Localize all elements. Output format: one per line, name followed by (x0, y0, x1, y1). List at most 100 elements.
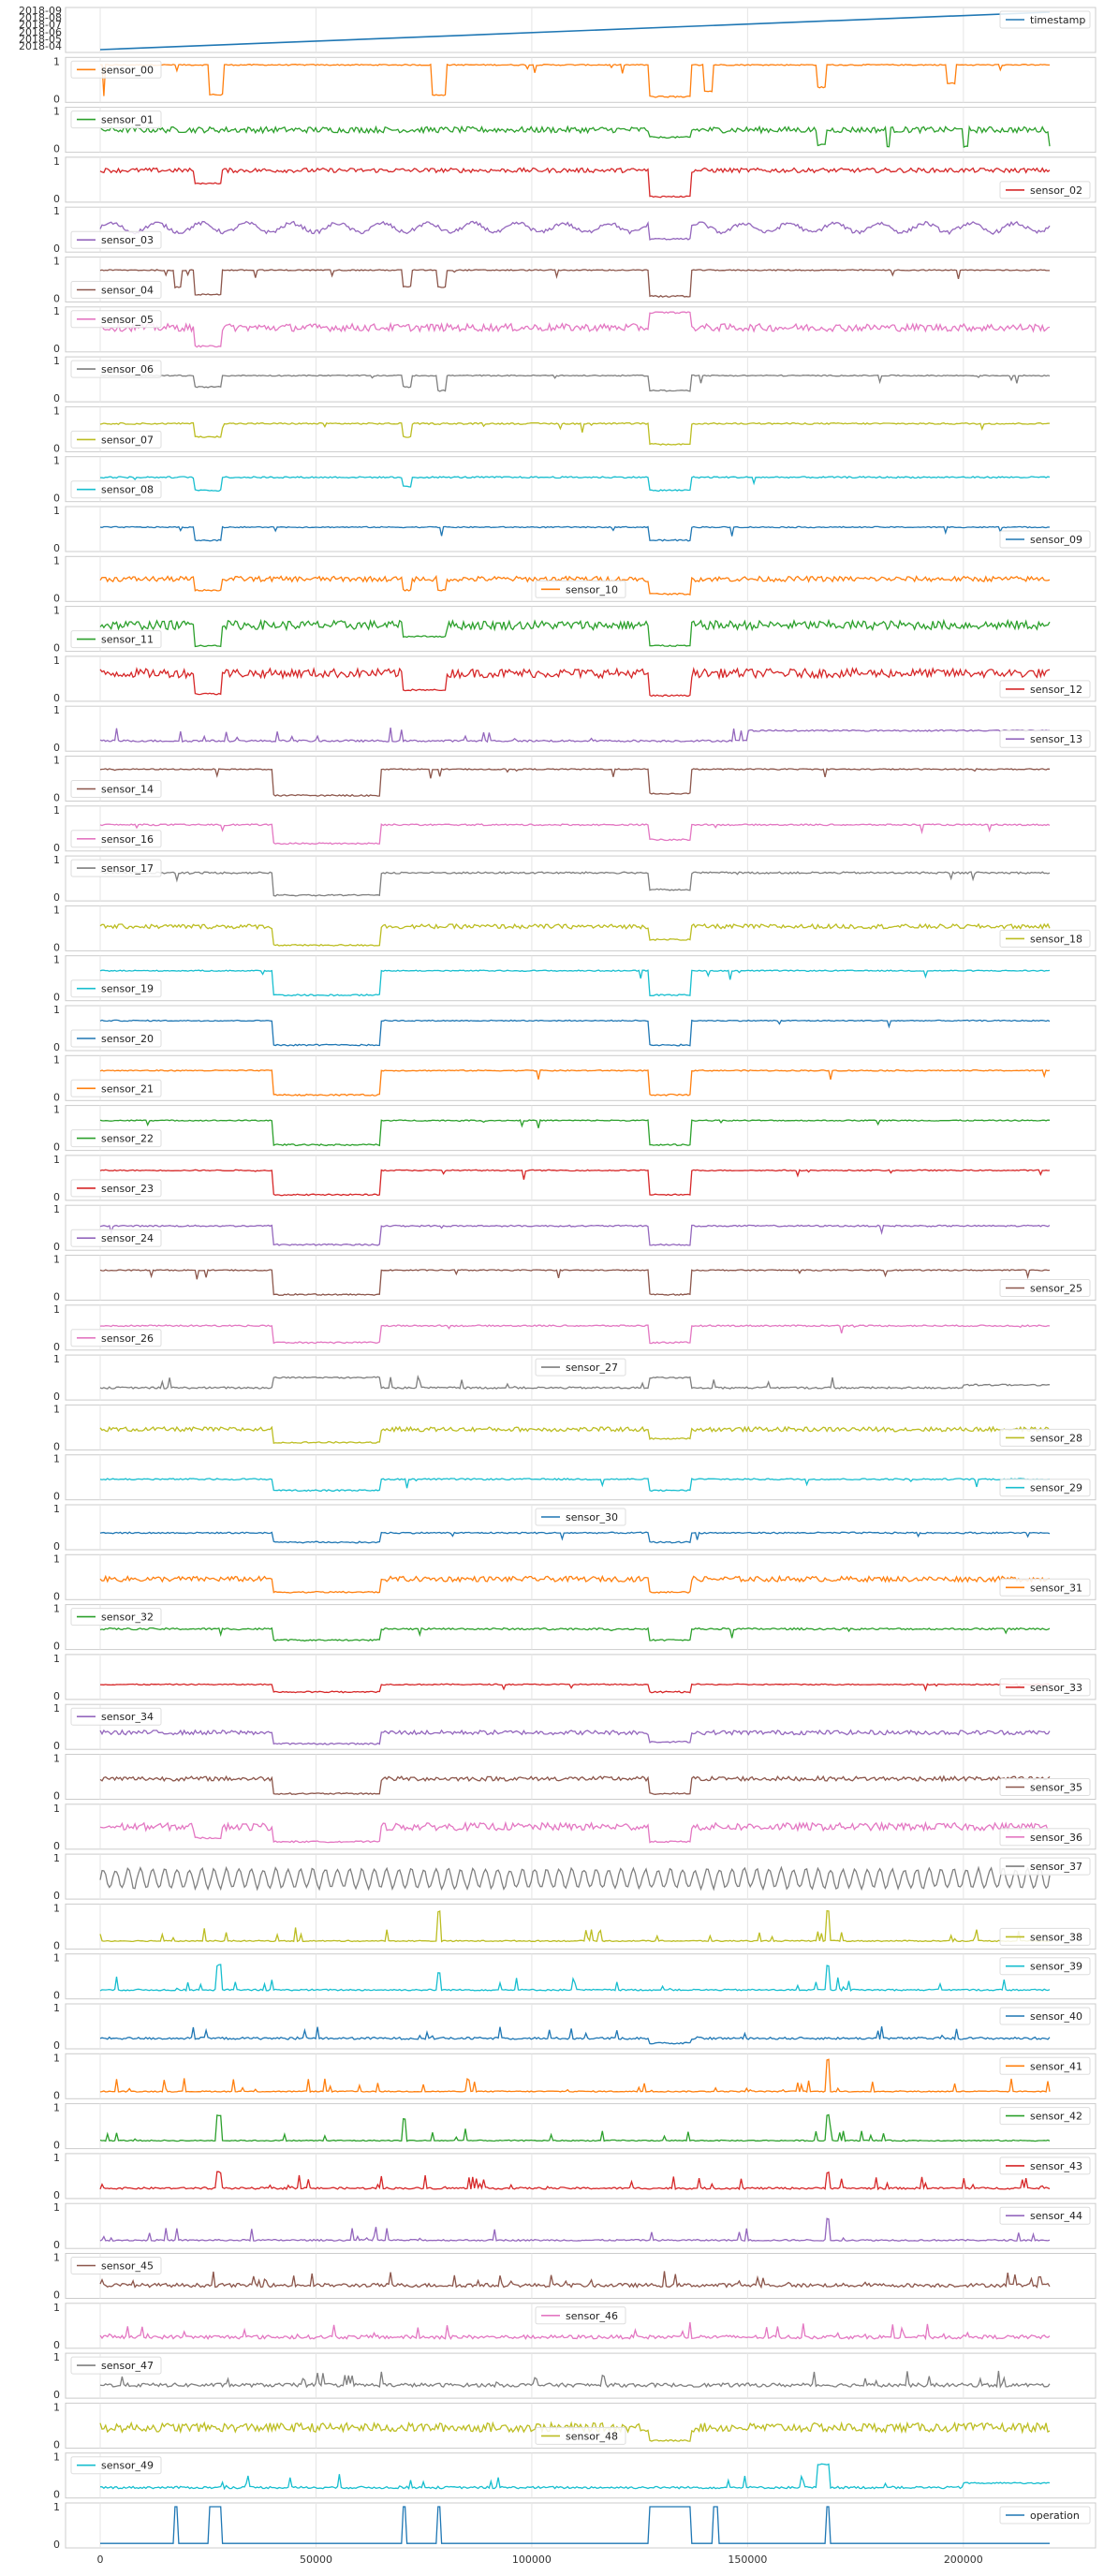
legend-label: sensor_28 (1030, 1432, 1082, 1444)
legend-label: sensor_06 (101, 363, 154, 375)
legend-label: sensor_19 (101, 983, 154, 995)
panel-sensor-24: 1 0 sensor_24 (53, 1203, 1097, 1253)
legend-sensor-48: sensor_48 (535, 2426, 626, 2445)
panel-sensor-10: 1 0 sensor_10 (53, 554, 1097, 604)
legend-box (999, 929, 1091, 948)
legend-box (999, 2007, 1091, 2025)
y-tick-label: 0 (53, 642, 60, 655)
series-line-sensor_40 (99, 2025, 1051, 2045)
series-line-sensor_09 (99, 525, 1051, 542)
y-tick-label: 1 (53, 1902, 60, 1914)
legend-label: sensor_17 (101, 862, 154, 875)
legend-timestamp: timestamp (999, 10, 1091, 29)
legend-box (999, 1678, 1091, 1697)
legend-label: sensor_11 (101, 634, 154, 646)
legend-box (70, 1608, 162, 1627)
legend-sensor-43: sensor_43 (999, 2156, 1091, 2175)
panel-frame (65, 1553, 1097, 1600)
y-tick-label: 1 (53, 1403, 60, 1415)
y-tick-label: 1 (53, 2252, 60, 2264)
legend-box (70, 1229, 162, 1247)
series-line-sensor_38 (99, 1909, 1050, 1943)
legend-label: sensor_25 (1030, 1283, 1082, 1295)
legend-sensor-30: sensor_30 (535, 1508, 626, 1526)
legend-box (70, 780, 162, 798)
series-line-sensor_17 (100, 871, 1051, 897)
y-tick-label: 0 (53, 1690, 60, 1702)
legend-box (999, 2056, 1091, 2075)
legend-box (70, 2257, 162, 2274)
y-tick-label: 1 (53, 1653, 60, 1665)
legend-label: sensor_45 (101, 2260, 154, 2273)
panel-frame (65, 2352, 1097, 2399)
legend-sensor-44: sensor_44 (999, 2206, 1091, 2225)
y-tick-label: 0 (53, 1041, 60, 1053)
y-tick-label: 1 (53, 1702, 60, 1715)
panel-frame (65, 1953, 1097, 2000)
y-tick-label: 1 (53, 755, 60, 767)
panel-frame (65, 405, 1097, 452)
legend-sensor-00: sensor_00 (70, 60, 162, 79)
y-tick-label: 0 (53, 1890, 60, 1902)
y-tick-label: 2018-04 (19, 40, 62, 52)
y-tick-label: 0 (53, 1241, 60, 1253)
legend-label: sensor_04 (101, 285, 154, 297)
legend-sensor-40: sensor_40 (999, 2007, 1091, 2025)
y-tick-label: 0 (53, 2089, 60, 2101)
panel-frame (65, 1903, 1097, 1950)
y-tick-label: 0 (53, 2339, 60, 2351)
series-line-sensor_07 (99, 421, 1051, 446)
y-tick-label: 1 (53, 1353, 60, 1365)
legend-label: sensor_12 (1030, 684, 1082, 696)
legend-sensor-37: sensor_37 (999, 1857, 1091, 1876)
legend-label: operation (1030, 2510, 1080, 2522)
legend-box (70, 230, 162, 249)
legend-label: sensor_08 (101, 484, 154, 496)
y-tick-label: 0 (53, 1141, 60, 1154)
panel-sensor-40: 1 0 sensor_40 (53, 2002, 1097, 2052)
legend-box (70, 430, 162, 449)
series-line-sensor_29 (99, 1478, 1051, 1493)
legend-box (999, 1578, 1091, 1597)
legend-box (999, 1957, 1091, 1976)
y-tick-label: 1 (53, 1254, 60, 1266)
legend-box (70, 281, 162, 299)
legend-sensor-45: sensor_45 (70, 2257, 162, 2274)
panel-frame (65, 606, 1097, 653)
legend-box (999, 1428, 1091, 1447)
legend-label: sensor_46 (566, 2310, 618, 2322)
legend-box (999, 530, 1091, 549)
series-line-sensor_32 (99, 1627, 1051, 1642)
series-line-sensor_04 (99, 269, 1050, 298)
panel-sensor-37: 1 0 sensor_37 (53, 1852, 1097, 1902)
series-line-sensor_24 (99, 1224, 1051, 1246)
panel-frame (65, 2103, 1097, 2150)
legend-label: sensor_18 (1030, 933, 1082, 945)
legend-sensor-18: sensor_18 (999, 929, 1091, 948)
y-tick-label: 0 (53, 2039, 60, 2052)
legend-box (999, 10, 1091, 29)
y-tick-label: 0 (53, 2539, 60, 2551)
y-tick-label: 1 (53, 55, 60, 67)
legend-label: sensor_26 (101, 1332, 154, 1345)
y-tick-label: 0 (53, 992, 60, 1004)
panel-frame (65, 2502, 1097, 2549)
panel-frame (65, 2003, 1097, 2050)
legend-sensor-49: sensor_49 (70, 2456, 162, 2475)
panel-timestamp: 2018-092018-082018-072018-062018-052018-… (19, 5, 1097, 53)
y-tick-label: 1 (53, 1303, 60, 1316)
legend-box (70, 859, 162, 877)
y-tick-label: 0 (53, 1840, 60, 1852)
legend-label: sensor_09 (1030, 534, 1082, 546)
legend-label: sensor_38 (1030, 1931, 1082, 1943)
legend-label: sensor_29 (1030, 1482, 1082, 1494)
y-tick-label: 1 (53, 2401, 60, 2413)
legend-box (70, 2356, 162, 2375)
panel-sensor-22: 1 0 sensor_22 (53, 1104, 1097, 1154)
y-tick-label: 2018-09 (19, 5, 62, 17)
legend-sensor-11: sensor_11 (70, 630, 162, 649)
panel-sensor-38: 1 0 sensor_38 (53, 1902, 1097, 1951)
legend-box (999, 1778, 1091, 1796)
y-tick-label: 0 (53, 2489, 60, 2501)
y-tick-label: 0 (53, 93, 60, 105)
